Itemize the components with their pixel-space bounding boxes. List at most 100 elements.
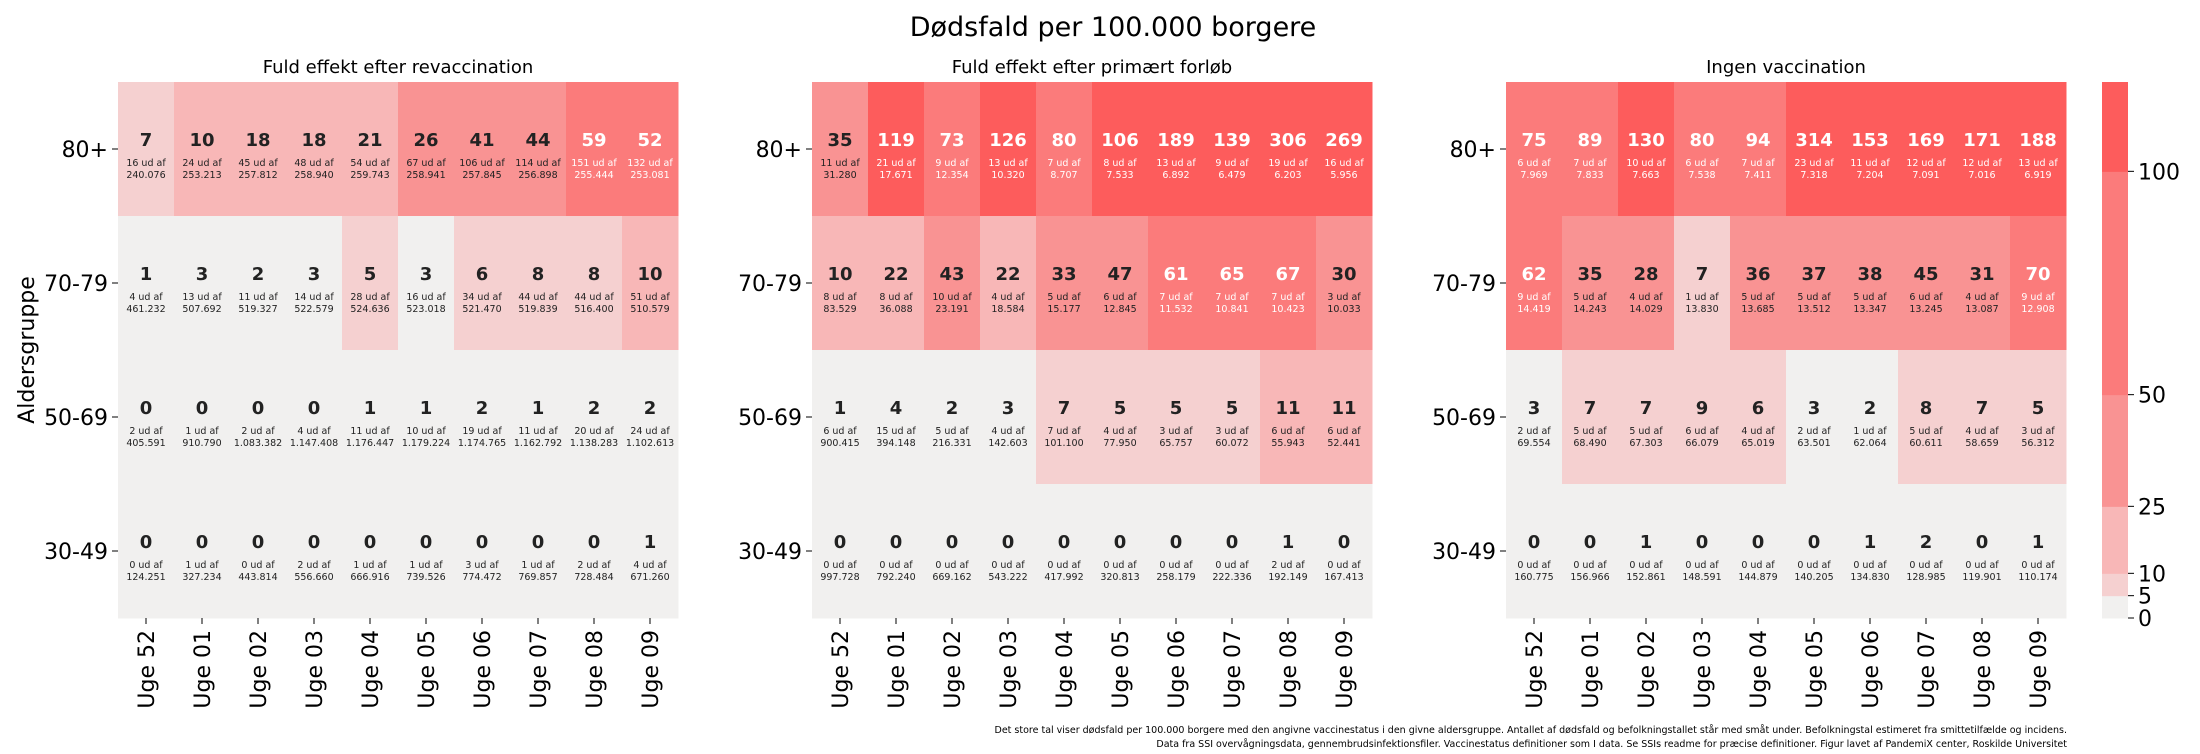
x-tick-label: Uge 04	[1053, 630, 1078, 709]
cell-detail-population: 7.318	[1800, 170, 1827, 181]
cell-value: 31	[1969, 264, 1994, 285]
x-tick-label: Uge 05	[1109, 630, 1134, 709]
colorbar-segment	[2102, 82, 2128, 172]
cell-detail-population: 10.033	[1327, 304, 1360, 315]
colorbar-segment	[2102, 573, 2128, 597]
y-tick-label: 70-79	[1432, 272, 1496, 297]
cell-value: 2	[588, 398, 601, 419]
cell-value: 7	[140, 130, 153, 151]
x-tick-label: Uge 01	[191, 630, 216, 709]
cell-value: 0	[1584, 532, 1597, 553]
heatmap-cell	[1260, 484, 1317, 619]
heatmap-cell	[1506, 484, 1563, 619]
cell-value: 94	[1745, 130, 1770, 151]
heatmap-cell	[342, 484, 399, 619]
x-tick-label: Uge 03	[1691, 630, 1716, 709]
cell-value: 1	[140, 264, 153, 285]
cell-value: 5	[364, 264, 377, 285]
cell-detail-count: 1 ud af	[185, 426, 219, 437]
cell-detail-population: 12.845	[1103, 304, 1136, 315]
cell-detail-population: 6.203	[1274, 170, 1301, 181]
cell-detail-count: 4 ud af	[1103, 426, 1137, 437]
cell-detail-population: 669.162	[932, 572, 971, 583]
heatmap-cell	[924, 82, 981, 217]
cell-detail-count: 2 ud af	[241, 426, 275, 437]
cell-detail-population: 12.354	[935, 170, 968, 181]
cell-detail-population: 160.775	[1514, 572, 1553, 583]
cell-detail-population: 769.857	[518, 572, 557, 583]
heatmap-cell	[1204, 350, 1261, 485]
panel-title: Fuld effekt efter primært forløb	[952, 57, 1232, 78]
cell-value: 0	[1058, 532, 1071, 553]
cell-detail-population: 60.072	[1215, 438, 1248, 449]
cell-value: 0	[140, 532, 153, 553]
cell-detail-count: 13 ud af	[988, 158, 1028, 169]
cell-detail-count: 4 ud af	[129, 292, 163, 303]
x-tick-label: Uge 04	[1747, 630, 1772, 709]
heatmap-cell	[230, 216, 287, 351]
cell-value: 21	[357, 130, 382, 151]
cell-detail-population: 17.671	[879, 170, 912, 181]
y-tick-label: 50-69	[738, 406, 802, 431]
cell-detail-count: 0 ud af	[1047, 560, 1081, 571]
heatmap-cell	[1786, 484, 1843, 619]
heatmap-cell	[398, 350, 455, 485]
heatmap-cell	[1618, 82, 1675, 217]
heatmap-cell	[1898, 216, 1955, 351]
cell-detail-population: 13.245	[1909, 304, 1942, 315]
cell-detail-count: 12 ud af	[1962, 158, 2002, 169]
cell-value: 38	[1857, 264, 1882, 285]
cell-detail-count: 7 ud af	[1573, 158, 1607, 169]
cell-value: 2	[1920, 532, 1933, 553]
heatmap-cell	[1204, 484, 1261, 619]
x-tick-label: Uge 04	[359, 630, 384, 709]
cell-value: 2	[644, 398, 657, 419]
cell-value: 80	[1689, 130, 1714, 151]
cell-detail-count: 10 ud af	[932, 292, 972, 303]
cell-detail-count: 2 ud af	[1797, 426, 1831, 437]
heatmap-cell	[2010, 350, 2067, 485]
cell-detail-count: 1 ud af	[185, 560, 219, 571]
heatmap-cell	[1260, 350, 1317, 485]
cell-detail-population: 77.950	[1103, 438, 1136, 449]
cell-value: 0	[1002, 532, 1015, 553]
cell-detail-population: 519.327	[238, 304, 277, 315]
heatmap-cell	[868, 484, 925, 619]
cell-detail-count: 5 ud af	[1909, 426, 1943, 437]
heatmap-cell	[174, 82, 231, 217]
cell-detail-population: 1.174.765	[458, 438, 506, 449]
footnote-line: Data fra SSI overvågningsdata, gennembru…	[1156, 739, 2067, 750]
x-tick-label: Uge 09	[639, 630, 664, 709]
cell-value: 169	[1907, 130, 1945, 151]
cell-detail-count: 2 ud af	[297, 560, 331, 571]
cell-detail-population: 13.087	[1965, 304, 1998, 315]
cell-value: 3	[420, 264, 433, 285]
cell-detail-count: 10 ud af	[1626, 158, 1666, 169]
cell-value: 4	[890, 398, 903, 419]
cell-detail-population: 997.728	[820, 572, 859, 583]
cell-value: 3	[1808, 398, 1821, 419]
cell-value: 28	[1633, 264, 1658, 285]
panel-title: Ingen vaccination	[1706, 57, 1866, 78]
cell-detail-count: 1 ud af	[521, 560, 555, 571]
heatmap-cell	[510, 350, 567, 485]
cell-detail-population: 524.636	[350, 304, 389, 315]
cell-detail-population: 666.916	[350, 572, 389, 583]
cell-detail-count: 0 ud af	[1159, 560, 1193, 571]
cell-detail-population: 671.260	[630, 572, 669, 583]
cell-detail-count: 5 ud af	[1573, 426, 1607, 437]
cell-detail-count: 151 ud af	[571, 158, 617, 169]
heatmap-cell	[1316, 216, 1373, 351]
cell-detail-population: 14.243	[1573, 304, 1606, 315]
heatmap-cell	[1562, 216, 1619, 351]
cell-detail-population: 192.149	[1268, 572, 1307, 583]
cell-detail-population: 739.526	[406, 572, 445, 583]
x-tick-label: Uge 09	[2027, 630, 2052, 709]
heatmap-cell	[174, 484, 231, 619]
heatmap-cell	[566, 350, 623, 485]
cell-detail-population: 1.147.408	[290, 438, 338, 449]
cell-detail-population: 142.603	[988, 438, 1027, 449]
heatmap-cell	[286, 82, 343, 217]
cell-detail-population: 62.064	[1853, 438, 1886, 449]
